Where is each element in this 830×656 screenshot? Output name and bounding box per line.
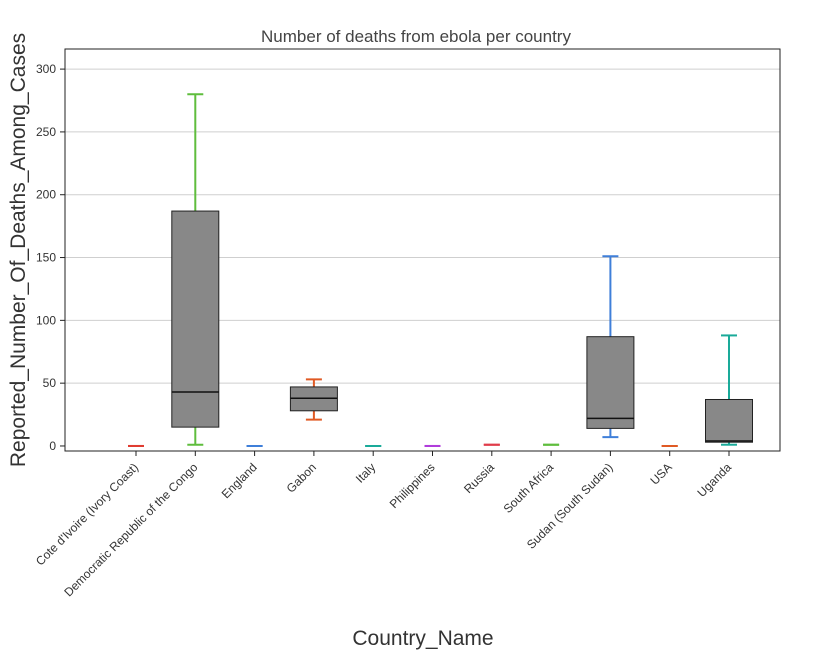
x-axis: Cote d'Ivoire (Ivory Coast)Democratic Re…: [33, 451, 734, 599]
box-8: [586, 255, 635, 439]
x-tick-label: Gabon: [284, 460, 319, 495]
x-tick-label: South Africa: [501, 460, 557, 516]
x-tick-label: Cote d'Ivoire (Ivory Coast): [33, 460, 141, 568]
box-series: [128, 93, 753, 447]
x-tick-label: England: [219, 460, 260, 501]
y-tick-label: 0: [49, 439, 56, 453]
plot-frame: [64, 48, 781, 452]
box-10: [705, 334, 753, 446]
y-tick-label: 100: [36, 313, 56, 327]
y-tick-label: 200: [36, 188, 56, 202]
y-tick-label: 300: [36, 62, 56, 76]
y-tick-label: 50: [43, 376, 57, 390]
x-tick-label: Uganda: [694, 460, 734, 500]
y-tick-label: 150: [36, 251, 56, 265]
x-tick-label: USA: [647, 460, 674, 487]
iqr-box: [586, 336, 635, 429]
x-tick-label: Italy: [353, 460, 378, 485]
iqr-box: [171, 210, 220, 428]
y-axis-title: Reported_Number_Of_Deaths_Among_Cases: [7, 33, 30, 467]
x-tick-label: Democratic Republic of the Congo: [61, 460, 200, 599]
y-axis: 0 50 100 150 200 250 300: [36, 62, 65, 453]
x-tick-label: Philippines: [387, 460, 438, 511]
iqr-box: [705, 398, 753, 443]
x-tick-label: Russia: [461, 460, 497, 496]
chart-title: Number of deaths from ebola per country: [261, 27, 571, 46]
box-3: [289, 378, 338, 421]
x-axis-title: Country_Name: [352, 627, 493, 650]
box-1: [171, 93, 220, 446]
y-tick-label: 250: [36, 125, 56, 139]
